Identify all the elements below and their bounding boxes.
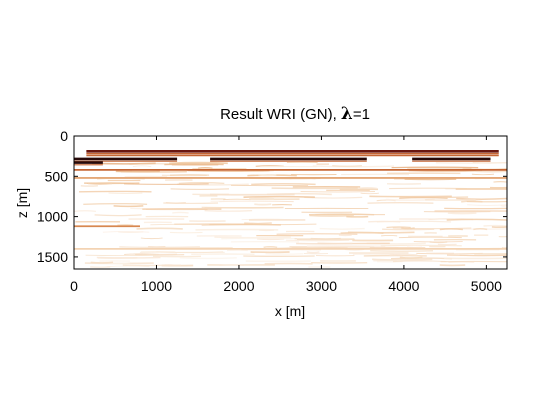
texture-streak <box>319 227 365 230</box>
texture-streak <box>376 220 452 223</box>
title-main: Result WRI (GN), <box>220 106 341 123</box>
y-tick-label: 1500 <box>37 249 68 265</box>
y-tick-label: 500 <box>45 168 69 184</box>
texture-streak <box>83 203 148 205</box>
texture-streak <box>382 228 435 231</box>
texture-streak <box>392 260 447 263</box>
noise-texture <box>74 161 508 269</box>
x-tick-label: 0 <box>70 278 78 294</box>
svg-text:Result WRI (GN), λ=1: Result WRI (GN), λ=1 <box>220 104 370 124</box>
texture-streak <box>90 261 114 264</box>
texture-streak <box>243 195 315 198</box>
texture-streak <box>90 265 111 269</box>
texture-streak <box>357 187 378 190</box>
x-tick-label: 5000 <box>471 278 502 294</box>
texture-streak <box>74 210 96 213</box>
texture-streak <box>467 204 508 206</box>
texture-streak <box>370 250 434 252</box>
texture-streak <box>471 173 495 176</box>
texture-streak <box>429 241 448 244</box>
texture-streak <box>251 182 316 186</box>
y-tick-label: 0 <box>60 128 68 144</box>
texture-streak <box>223 198 251 201</box>
y-axis: 0 500 1000 1500 <box>37 128 507 265</box>
texture-streak <box>392 227 472 230</box>
heatmap-plot <box>73 135 508 270</box>
texture-streak <box>178 182 225 185</box>
texture-streak <box>169 161 228 165</box>
x-tick-label: 4000 <box>388 278 419 294</box>
title-lambda-value: =1 <box>353 106 370 123</box>
texture-streak <box>187 170 270 172</box>
texture-streak <box>389 254 403 257</box>
texture-streak <box>197 167 213 169</box>
texture-streak <box>391 166 479 169</box>
texture-streak <box>493 181 508 183</box>
texture-streak <box>399 197 448 199</box>
y-tick-label: 1000 <box>37 209 68 225</box>
x-axis-label: x [m] <box>275 303 305 319</box>
texture-streak <box>500 205 508 207</box>
x-axis: 0 1000 2000 3000 4000 5000 <box>70 136 502 294</box>
texture-streak <box>106 265 150 268</box>
texture-streak <box>221 237 298 240</box>
texture-streak <box>172 211 189 214</box>
x-tick-label: 3000 <box>306 278 337 294</box>
texture-streak <box>136 227 183 230</box>
texture-streak <box>258 173 277 177</box>
texture-streak <box>332 165 362 168</box>
texture-streak <box>94 214 142 217</box>
texture-streak <box>386 226 411 228</box>
texture-streak <box>456 197 508 200</box>
texture-streak <box>401 227 415 230</box>
texture-streak <box>276 233 358 235</box>
texture-streak <box>219 264 244 267</box>
texture-streak <box>309 214 354 217</box>
texture-streak <box>308 213 375 216</box>
chart-title: Result WRI (GN), λ=1 <box>220 104 370 124</box>
texture-streak <box>372 258 433 261</box>
texture-streak <box>389 253 418 256</box>
texture-streak <box>446 218 508 221</box>
texture-streak <box>102 231 150 233</box>
texture-streak <box>164 163 224 166</box>
texture-streak <box>179 257 237 260</box>
texture-streak <box>439 228 463 231</box>
texture-streak <box>263 245 278 248</box>
texture-streak <box>132 165 152 167</box>
texture-streak <box>306 251 320 254</box>
texture-streak <box>447 212 477 215</box>
texture-streak <box>285 239 350 242</box>
y-axis-label: z [m] <box>14 188 30 218</box>
x-tick-label: 2000 <box>223 278 254 294</box>
reflectors <box>74 150 507 250</box>
title-lambda-symbol: λ <box>341 104 353 124</box>
texture-streak <box>87 183 112 185</box>
texture-streak <box>140 237 163 240</box>
texture-streak <box>360 192 379 195</box>
x-tick-label: 1000 <box>141 278 172 294</box>
texture-streak <box>340 231 384 234</box>
texture-streak <box>399 256 423 259</box>
plot-frame <box>73 135 508 270</box>
